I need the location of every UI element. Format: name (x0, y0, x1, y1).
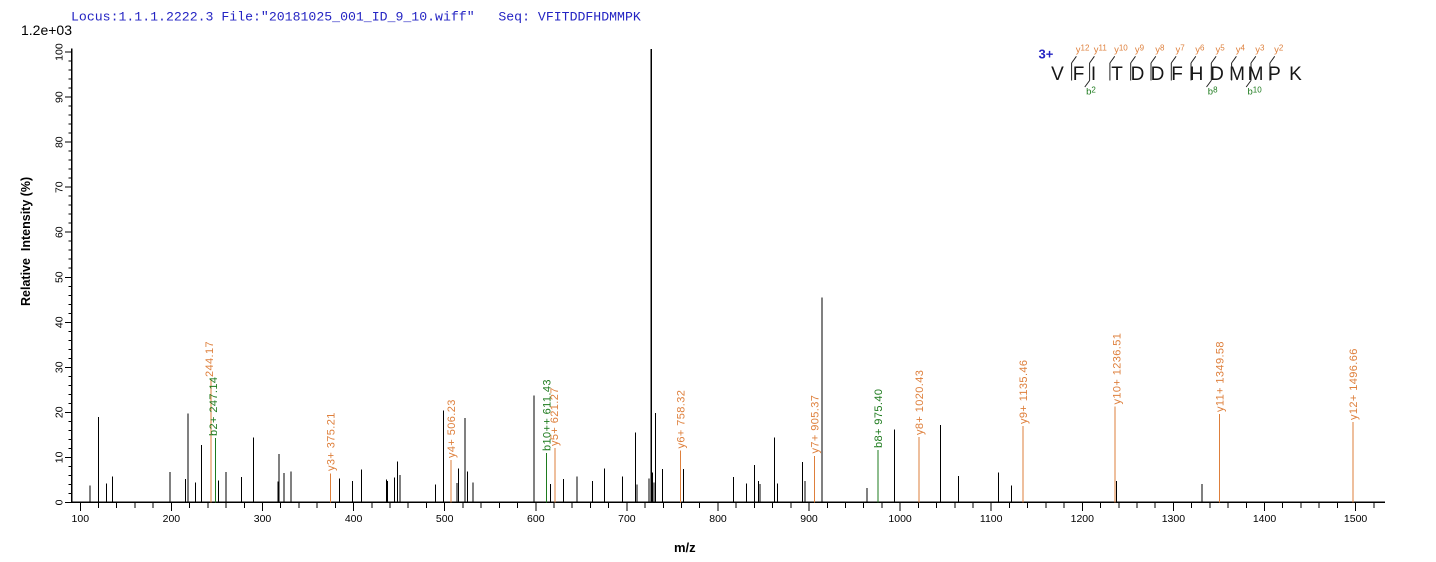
svg-text:50: 50 (54, 271, 66, 283)
svg-text:I: I (1091, 64, 1096, 85)
svg-text:y12+ 1496.66: y12+ 1496.66 (1348, 348, 1360, 420)
svg-text:60: 60 (54, 226, 66, 238)
svg-text:1200: 1200 (1071, 513, 1095, 525)
svg-text:100: 100 (54, 43, 66, 61)
svg-text:b8+ 975.40: b8+ 975.40 (873, 389, 885, 448)
svg-text:H: H (1190, 64, 1204, 85)
svg-text:1.2e+03: 1.2e+03 (21, 22, 72, 38)
svg-text:y5+ 621.27: y5+ 621.27 (549, 387, 561, 446)
svg-text:y4+ 506.23: y4+ 506.23 (446, 399, 458, 458)
svg-text:80: 80 (54, 136, 66, 148)
svg-text:y6: y6 (1195, 43, 1205, 55)
svg-text:70: 70 (54, 181, 66, 193)
svg-text:V: V (1051, 64, 1064, 85)
svg-text:1100: 1100 (980, 513, 1003, 525)
svg-text:y3: y3 (1255, 43, 1265, 55)
svg-text:Locus:1.1.1.2222.3 File:"20181: Locus:1.1.1.2222.3 File:"20181025_001_ID… (71, 10, 641, 25)
svg-text:y7+ 905.37: y7+ 905.37 (810, 395, 822, 454)
svg-text:3+: 3+ (1039, 47, 1054, 62)
svg-text:100: 100 (72, 513, 90, 525)
svg-text:700: 700 (618, 513, 636, 525)
svg-text:T: T (1111, 64, 1123, 85)
svg-text:M: M (1248, 64, 1264, 85)
svg-text:200: 200 (163, 513, 181, 525)
svg-text:D: D (1210, 64, 1224, 85)
svg-text:y5: y5 (1216, 43, 1226, 55)
svg-text:F: F (1171, 64, 1183, 85)
svg-text:y10: y10 (1114, 43, 1128, 55)
svg-text:800: 800 (709, 513, 727, 525)
svg-text:y11: y11 (1094, 43, 1108, 55)
svg-text:y10+ 1236.51: y10+ 1236.51 (1112, 333, 1124, 405)
svg-text:1400: 1400 (1253, 513, 1277, 525)
svg-text:b2+ 247.14: b2+ 247.14 (208, 377, 220, 436)
svg-text:b8: b8 (1208, 85, 1218, 97)
svg-text:1000: 1000 (888, 513, 912, 525)
svg-text:y2: y2 (1274, 43, 1284, 55)
svg-text:y9+ 1135.46: y9+ 1135.46 (1018, 360, 1030, 424)
svg-text:40: 40 (54, 316, 66, 328)
svg-text:y4: y4 (1236, 43, 1246, 55)
svg-text:400: 400 (345, 513, 363, 525)
svg-text:1500: 1500 (1344, 513, 1368, 525)
svg-text:500: 500 (436, 513, 454, 525)
svg-text:y11+ 1349.58: y11+ 1349.58 (1214, 341, 1226, 412)
svg-text:20: 20 (54, 406, 66, 418)
svg-text:600: 600 (527, 513, 545, 525)
svg-text:10: 10 (54, 451, 66, 463)
svg-text:b10++ 611.43: b10++ 611.43 (542, 379, 554, 451)
svg-text:y12: y12 (1076, 43, 1090, 55)
svg-text:0: 0 (54, 499, 66, 505)
svg-text:90: 90 (54, 91, 66, 103)
svg-text:y8+ 1020.43: y8+ 1020.43 (914, 370, 926, 435)
svg-text:y9: y9 (1135, 43, 1145, 55)
svg-text:b2: b2 (1086, 85, 1096, 97)
svg-text:P: P (1268, 64, 1281, 85)
svg-text:300: 300 (254, 513, 272, 525)
svg-text:b10: b10 (1248, 85, 1263, 97)
svg-text:D: D (1131, 64, 1145, 85)
svg-text:y6+ 758.32: y6+ 758.32 (676, 390, 688, 449)
svg-text:D: D (1151, 64, 1165, 85)
svg-text:y7: y7 (1176, 43, 1186, 55)
svg-text:m/z: m/z (674, 540, 696, 555)
svg-text:30: 30 (54, 361, 66, 373)
svg-text:900: 900 (800, 513, 818, 525)
svg-text:K: K (1289, 64, 1302, 85)
svg-text:M: M (1229, 64, 1245, 85)
svg-text:y3+ 375.21: y3+ 375.21 (326, 412, 338, 471)
svg-text:244.17: 244.17 (204, 341, 216, 377)
svg-text:F: F (1073, 64, 1085, 85)
svg-text:y8: y8 (1155, 43, 1165, 55)
svg-text:1300: 1300 (1162, 513, 1186, 525)
svg-text:Relative Intensity (%): Relative Intensity (%) (19, 177, 33, 306)
